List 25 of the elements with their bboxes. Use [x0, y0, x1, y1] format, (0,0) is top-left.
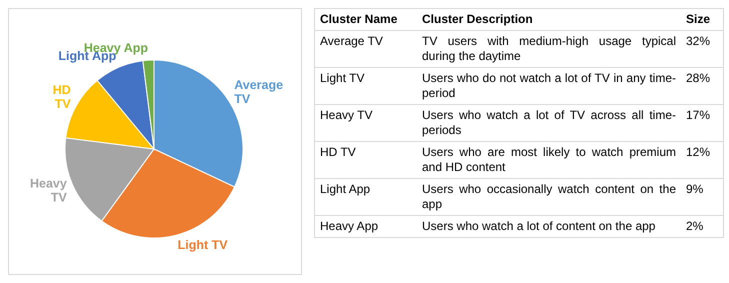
text: 17%	[681, 104, 724, 142]
text: 28%	[681, 68, 724, 104]
slice-label: Heavy TV	[30, 176, 68, 205]
text: Users who are most likely to watch premium and HD content	[417, 142, 681, 178]
text: HD TV	[314, 142, 417, 178]
text: Light TV	[314, 68, 417, 104]
text: Users who watch a lot of content on the app	[417, 216, 681, 238]
text: Heavy App	[314, 216, 417, 238]
text: Light App	[314, 178, 417, 216]
text: 32%	[681, 30, 724, 68]
text: Average TV	[314, 30, 417, 68]
slice-label: HD TV	[52, 83, 72, 112]
text: Users who do not watch a lot of TV in any time-period	[417, 68, 681, 104]
text: Cluster Name	[314, 8, 417, 30]
slice-label: Light TV	[178, 238, 228, 252]
text: Users who occasionally watch content on the app	[417, 178, 681, 216]
text: Users who watch a lot of TV across all time-periods	[417, 104, 681, 142]
text: 2%	[681, 216, 724, 238]
text: TV users with medium-high usage typical during the daytime	[417, 30, 681, 68]
text: 12%	[681, 142, 724, 178]
text: 9%	[681, 178, 724, 216]
slice-label: Average TV	[234, 78, 284, 106]
text: Cluster Description	[417, 8, 681, 30]
text: Size	[681, 8, 724, 30]
text: Heavy TV	[314, 104, 417, 142]
